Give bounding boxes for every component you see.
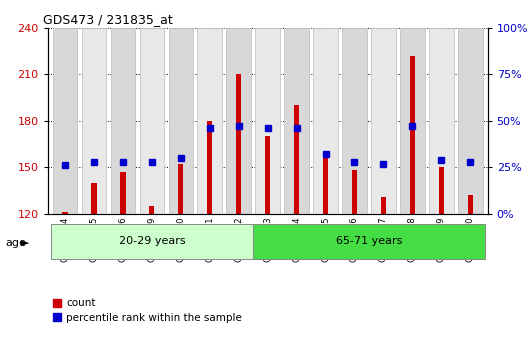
Bar: [178, 164, 183, 214]
Bar: [352, 170, 357, 214]
Bar: [50, 224, 253, 259]
Bar: [139, 28, 164, 214]
Bar: [458, 28, 482, 214]
Bar: [53, 28, 77, 214]
Bar: [63, 213, 68, 214]
Bar: [265, 136, 270, 214]
Bar: [467, 195, 473, 214]
Text: 65-71 years: 65-71 years: [336, 237, 402, 246]
Bar: [198, 28, 222, 214]
Bar: [439, 167, 444, 214]
Text: 20-29 years: 20-29 years: [119, 237, 185, 246]
Bar: [253, 224, 485, 259]
Bar: [381, 197, 386, 214]
Bar: [91, 183, 96, 214]
Bar: [410, 56, 415, 214]
Bar: [169, 28, 193, 214]
Bar: [82, 28, 107, 214]
Bar: [371, 28, 396, 214]
Bar: [120, 172, 126, 214]
Bar: [226, 28, 251, 214]
Bar: [342, 28, 367, 214]
Bar: [294, 105, 299, 214]
Bar: [400, 28, 425, 214]
Bar: [284, 28, 309, 214]
Bar: [313, 28, 338, 214]
Text: age: age: [5, 238, 26, 248]
Bar: [255, 28, 280, 214]
Bar: [111, 28, 135, 214]
Legend: count, percentile rank within the sample: count, percentile rank within the sample: [53, 298, 242, 323]
Bar: [429, 28, 454, 214]
Bar: [323, 155, 328, 214]
Bar: [236, 74, 241, 214]
Bar: [149, 206, 154, 214]
Text: ►: ►: [21, 238, 29, 248]
Bar: [207, 121, 213, 214]
Text: GDS473 / 231835_at: GDS473 / 231835_at: [43, 13, 173, 27]
